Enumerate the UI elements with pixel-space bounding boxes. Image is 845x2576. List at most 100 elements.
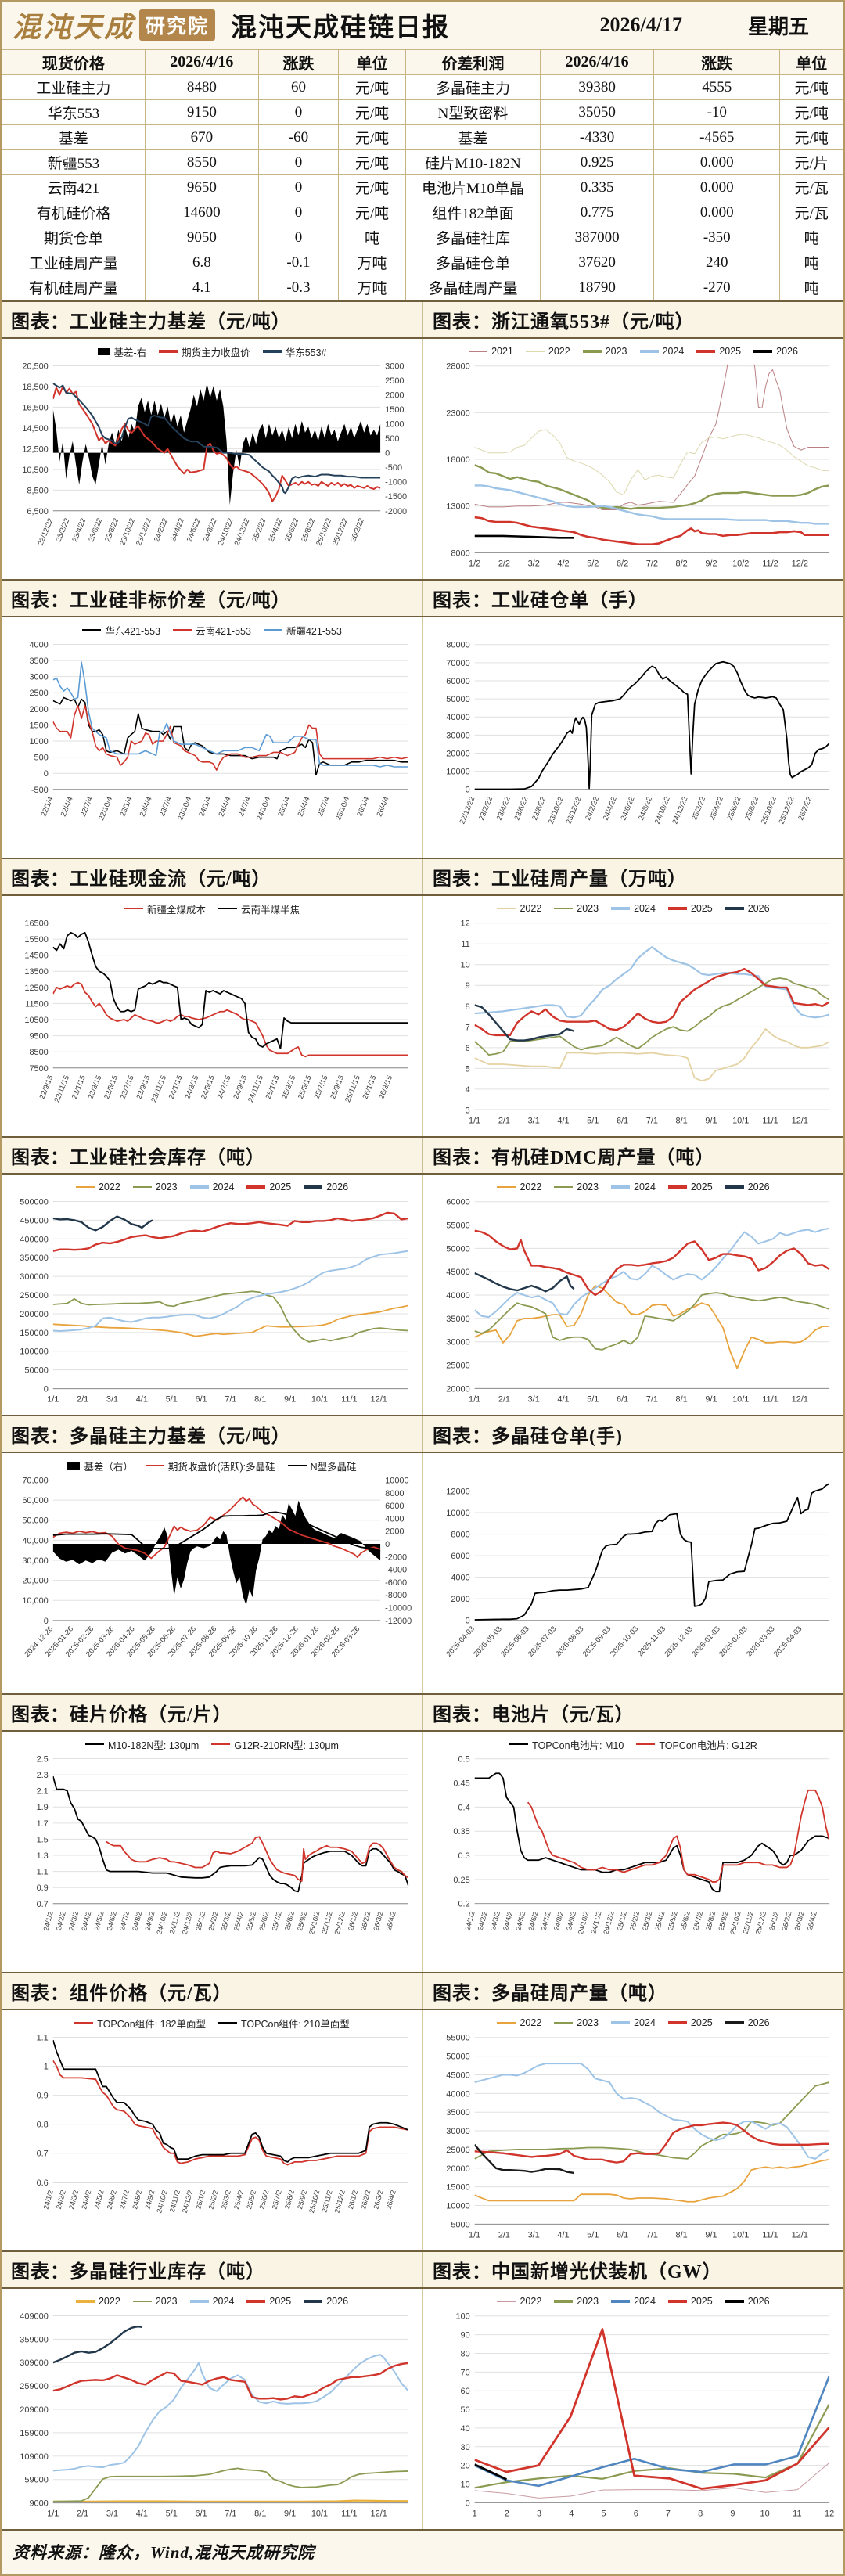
svg-text:25/3/2: 25/3/2 xyxy=(220,2189,232,2211)
svg-text:25/1/15: 25/1/15 xyxy=(264,1074,282,1100)
series-line-2024 xyxy=(474,2375,830,2488)
chart-title-bar: 图表：多晶硅行业库存（吨） 图表：中国新增光伏装机（GW） xyxy=(2,2250,843,2289)
table-cell: 元/片 xyxy=(779,149,843,175)
series-line-2025 xyxy=(474,516,830,545)
svg-text:8: 8 xyxy=(698,2509,703,2518)
svg-text:25/12/2: 25/12/2 xyxy=(333,1911,346,1935)
chart-title-bar: 图表：组件价格（元/瓦） 图表：多晶硅周产量（吨） xyxy=(2,1972,843,2010)
svg-text:25/7/15: 25/7/15 xyxy=(313,1074,330,1100)
svg-text:12500: 12500 xyxy=(24,984,48,993)
table-cell: 4.1 xyxy=(144,275,259,300)
chart-panel-14: 2022 2023 2024 2025 2026 5000 10000 15000 20000 2… xyxy=(422,2010,843,2250)
table-header-cell: 单位 xyxy=(338,49,406,75)
svg-text:23/7/4: 23/7/4 xyxy=(158,796,174,818)
svg-text:400000: 400000 xyxy=(20,1235,48,1244)
svg-text:5/2: 5/2 xyxy=(587,559,599,568)
svg-text:9: 9 xyxy=(730,2509,735,2518)
svg-text:25/6/2: 25/6/2 xyxy=(257,2189,270,2211)
table-cell: 吨 xyxy=(338,225,406,250)
svg-text:24/1/2: 24/1/2 xyxy=(463,1911,476,1932)
legend-label: 2023 xyxy=(155,1182,178,1193)
chart-row: 2022 2023 2024 2025 2026 9000 59000 109000 15900… xyxy=(2,2289,843,2529)
svg-text:450000: 450000 xyxy=(20,1216,48,1225)
legend-label: 2024 xyxy=(634,903,656,914)
svg-text:2.5: 2.5 xyxy=(37,1754,49,1764)
legend-marker-icon xyxy=(189,2300,209,2303)
svg-text:25/5/15: 25/5/15 xyxy=(297,1074,314,1100)
svg-text:2/1: 2/1 xyxy=(498,1394,510,1404)
svg-text:3/1: 3/1 xyxy=(528,1116,540,1125)
svg-text:25/9/2: 25/9/2 xyxy=(296,2189,308,2211)
series-line-2026 xyxy=(52,2326,142,2364)
series-line-2023 xyxy=(474,2403,830,2489)
legend-label: 2023 xyxy=(577,2296,599,2307)
table-cell: 39380 xyxy=(539,74,655,100)
svg-text:22/12/22: 22/12/22 xyxy=(37,517,56,547)
series-line-2022 xyxy=(474,2158,830,2203)
svg-text:7/1: 7/1 xyxy=(646,2230,658,2240)
svg-text:6000: 6000 xyxy=(385,1502,404,1511)
legend-label: 2025 xyxy=(719,346,742,357)
table-row: 工业硅周产量 6.8 -0.1 万吨 多晶硅仓单 37620 240 吨 xyxy=(2,250,843,275)
svg-text:7: 7 xyxy=(666,2509,671,2518)
svg-text:1.1: 1.1 xyxy=(37,2033,49,2042)
svg-text:24/12/2: 24/12/2 xyxy=(181,1911,194,1935)
chart-canvas: 20000 25000 30000 35000 40000 45000 50000 55000… xyxy=(446,1198,830,1404)
svg-text:1/1: 1/1 xyxy=(47,1395,59,1405)
legend-label: TOPCon电池片: G12R xyxy=(659,1740,757,1751)
svg-text:7500: 7500 xyxy=(29,1064,48,1074)
chart-row: M10-182N型: 130μm G12R-210RN型: 130μm 0.7 0.9… xyxy=(2,1732,843,1972)
svg-text:3/1: 3/1 xyxy=(106,2509,118,2519)
series-line-新疆421-553 xyxy=(52,661,409,768)
svg-text:5/1: 5/1 xyxy=(587,1116,599,1125)
svg-text:16,500: 16,500 xyxy=(22,403,48,412)
legend-marker-icon xyxy=(75,1186,95,1188)
legend-marker-icon xyxy=(611,2300,631,2303)
svg-text:23/4/22: 23/4/22 xyxy=(495,796,512,822)
legend-marker-icon xyxy=(636,1743,656,1745)
table-cell: 工业硅周产量 xyxy=(2,250,146,275)
legend-marker-icon xyxy=(263,629,282,631)
table-cell: -4565 xyxy=(653,124,781,150)
table-header-cell: 2026/4/16 xyxy=(144,49,259,75)
legend-marker-icon xyxy=(667,2021,687,2024)
svg-text:11500: 11500 xyxy=(25,999,49,1009)
svg-text:500: 500 xyxy=(34,754,49,763)
chart-canvas: 0 10,000 20,000 30,000 40,000 50,000 60,000 70,… xyxy=(22,1476,412,1658)
svg-text:10/2: 10/2 xyxy=(732,559,749,568)
svg-text:4/1: 4/1 xyxy=(557,1116,569,1125)
legend-label: 2025 xyxy=(690,2296,713,2307)
svg-text:-500: -500 xyxy=(31,786,49,795)
svg-text:1/1: 1/1 xyxy=(47,2509,59,2519)
svg-text:-1500: -1500 xyxy=(385,492,407,502)
svg-text:12/2: 12/2 xyxy=(792,559,808,568)
svg-text:70,000: 70,000 xyxy=(22,1476,48,1485)
svg-text:26/1/2: 26/1/2 xyxy=(347,2189,359,2211)
chart-panel-11: M10-182N型: 130μm G12R-210RN型: 130μm 0.7 0.9… xyxy=(2,1732,422,1972)
table-cell: 期货仓单 xyxy=(2,225,146,250)
svg-text:5: 5 xyxy=(601,2509,606,2518)
chart-panel-12: TOPCon电池片: M10 TOPCon电池片: G12R 0.2 0.25 0.3 0… xyxy=(422,1732,843,1972)
svg-text:1: 1 xyxy=(44,2063,49,2072)
svg-text:40: 40 xyxy=(461,2424,470,2434)
svg-text:24/12/2: 24/12/2 xyxy=(602,1911,615,1935)
legend-item: 2023 xyxy=(554,2296,599,2307)
svg-text:24/2/2: 24/2/2 xyxy=(55,1911,67,1932)
table-cell: 多晶硅主力 xyxy=(405,74,541,100)
svg-text:0: 0 xyxy=(44,1385,49,1394)
svg-text:40,000: 40,000 xyxy=(22,1536,48,1545)
svg-text:24/12/2: 24/12/2 xyxy=(181,2189,194,2214)
legend-label: 2026 xyxy=(776,346,798,357)
price-table: 现货价格 2026/4/16 涨跌 单位 价差利润 2026/4/16 涨跌 单位 工业硅主力 8… xyxy=(2,49,843,300)
svg-text:24/3/2: 24/3/2 xyxy=(67,2189,80,2211)
legend-item: 2022 xyxy=(75,1182,120,1193)
svg-text:23/7/15: 23/7/15 xyxy=(119,1074,136,1100)
svg-text:6: 6 xyxy=(634,2509,638,2518)
chart-title: 图表：硅片价格（元/片） xyxy=(11,1705,232,1725)
table-header-cell: 现货价格 xyxy=(2,49,146,75)
svg-text:5/1: 5/1 xyxy=(166,1395,178,1405)
legend-marker-icon xyxy=(611,1185,631,1189)
svg-text:14,500: 14,500 xyxy=(22,424,48,434)
svg-text:0.8: 0.8 xyxy=(37,2121,49,2130)
legend-marker-icon xyxy=(132,1186,152,1188)
